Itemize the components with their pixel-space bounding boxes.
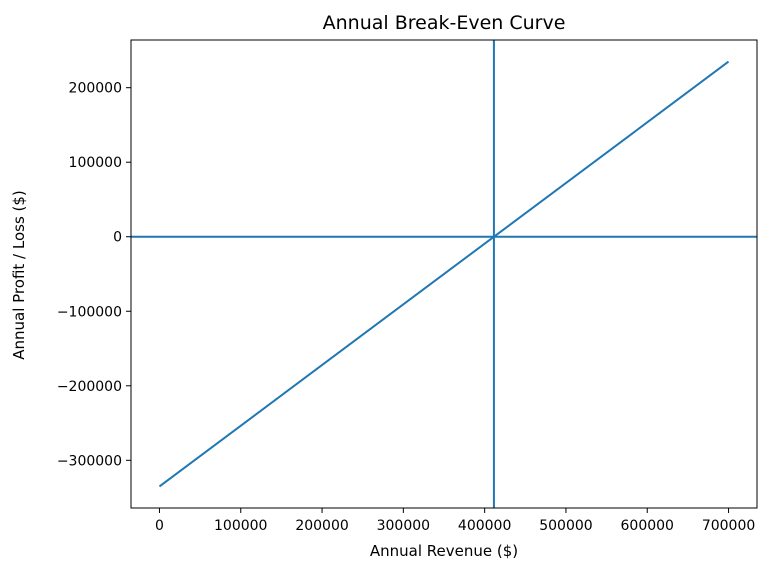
y-tick-label: 100000	[69, 155, 122, 171]
x-tick-label: 600000	[621, 518, 674, 534]
profit-loss-line	[158, 60, 730, 488]
x-tick-label: 700000	[702, 518, 755, 534]
y-axis-label: Annual Profit / Loss ($)	[10, 190, 28, 360]
y-tick-label: −300000	[57, 453, 122, 469]
x-tick-label: 300000	[377, 518, 430, 534]
x-tick-label: 400000	[458, 518, 511, 534]
x-tick-label: 500000	[539, 518, 592, 534]
y-tick-label: −100000	[57, 304, 122, 320]
x-tick-label: 200000	[295, 518, 348, 534]
x-axis-label: Annual Revenue ($)	[370, 542, 518, 560]
x-tick-label: 0	[155, 518, 164, 534]
plot-frame	[130, 39, 758, 509]
y-tick-label: 200000	[69, 81, 122, 97]
chart-marks	[131, 40, 757, 508]
x-axis-ticks: 0 100000 200000 300000 400000 500000 600000 700…	[155, 508, 755, 534]
y-tick-label: −200000	[57, 379, 122, 395]
chart-title: Annual Break-Even Curve	[323, 12, 566, 34]
y-tick-label: 0	[113, 230, 122, 246]
x-tick-label: 100000	[214, 518, 267, 534]
y-axis-ticks: 200000 100000 0 −100000 −200000 −300000	[57, 81, 131, 469]
